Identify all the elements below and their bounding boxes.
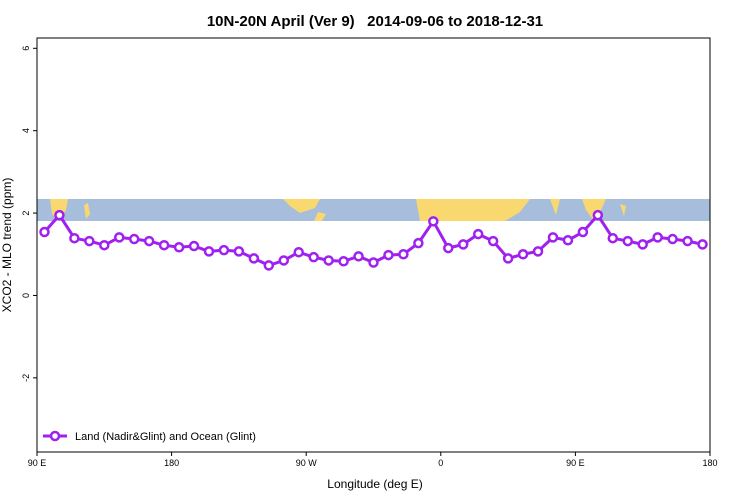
point xyxy=(472,228,484,240)
map-strip xyxy=(37,199,710,221)
y-tick-label: 2 xyxy=(21,211,31,216)
point xyxy=(128,233,140,245)
point xyxy=(143,235,155,247)
point xyxy=(293,246,304,258)
x-tick-label: 180 xyxy=(702,458,717,468)
y-tick-label: 0 xyxy=(21,293,31,298)
point xyxy=(637,239,648,250)
point xyxy=(84,235,95,247)
point xyxy=(413,237,424,249)
point xyxy=(428,216,439,227)
point xyxy=(114,232,125,243)
point xyxy=(532,246,544,257)
point xyxy=(502,253,514,264)
plot-frame xyxy=(36,37,711,453)
point xyxy=(592,209,604,221)
y-tick-label: 4 xyxy=(21,128,31,133)
point xyxy=(308,251,319,263)
legend-marker xyxy=(49,430,61,442)
x-tick-label: 90 E xyxy=(566,458,585,468)
point xyxy=(487,235,499,247)
point xyxy=(233,246,245,257)
point xyxy=(682,235,693,247)
y-tick-label: -2 xyxy=(21,374,31,382)
point xyxy=(457,239,469,250)
point xyxy=(383,249,394,261)
point xyxy=(323,255,334,266)
point xyxy=(278,255,290,266)
point xyxy=(218,244,230,256)
point xyxy=(517,249,529,260)
point xyxy=(173,242,185,253)
x-tick-label: 90 E xyxy=(28,458,47,468)
point xyxy=(622,235,633,247)
point xyxy=(667,233,678,245)
y-tick-label: 6 xyxy=(21,46,31,51)
point xyxy=(39,226,50,238)
x-axis-label: Longitude (deg E) xyxy=(327,477,422,491)
point xyxy=(652,232,663,243)
point xyxy=(158,239,170,251)
x-tick-label: 180 xyxy=(164,458,179,468)
chart-title: 10N-20N April (Ver 9) 2014-09-06 to 2018… xyxy=(207,13,543,30)
point xyxy=(338,256,349,267)
x-tick-label: 0 xyxy=(438,458,443,468)
x-tick-label: 90 W xyxy=(296,458,318,468)
point xyxy=(353,251,364,262)
point xyxy=(697,239,708,250)
point xyxy=(263,260,275,271)
legend-label: Land (Nadir&Glint) and Ocean (Glint) xyxy=(75,431,256,443)
point xyxy=(99,239,110,251)
point xyxy=(398,249,409,260)
point xyxy=(188,240,200,252)
point xyxy=(547,232,559,243)
y-axis-label: XCO2 - MLO trend (ppm) xyxy=(0,178,14,313)
point xyxy=(54,209,65,221)
point xyxy=(368,257,379,268)
point xyxy=(577,226,589,238)
point xyxy=(203,246,215,257)
point xyxy=(69,232,80,244)
point xyxy=(607,232,619,244)
point xyxy=(562,235,574,246)
point xyxy=(248,253,260,264)
point xyxy=(443,242,454,254)
